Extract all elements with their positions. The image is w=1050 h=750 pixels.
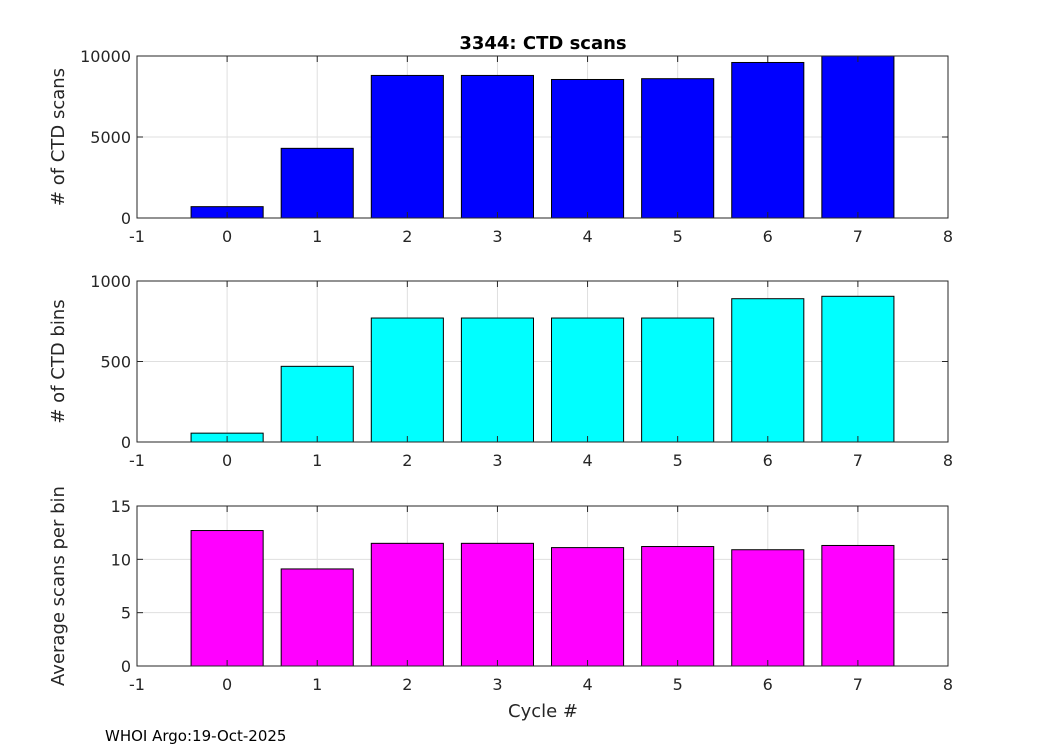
- x-tick-label: 1: [312, 227, 322, 246]
- x-axis-label: Cycle #: [508, 701, 578, 722]
- bar-cycle-5: [641, 78, 715, 219]
- bar-cycle-1: [280, 568, 354, 667]
- x-tick-label: 2: [402, 227, 412, 246]
- y-tick-label: 15: [111, 497, 131, 516]
- bar-cycle-5: [641, 546, 715, 667]
- y-axis-label: # of CTD scans: [48, 68, 69, 206]
- x-tick-label: 7: [853, 675, 863, 694]
- x-tick-label: 6: [763, 675, 773, 694]
- x-tick-label: 6: [763, 451, 773, 470]
- y-tick-label: 5000: [90, 128, 131, 147]
- x-tick-label: 8: [943, 675, 953, 694]
- bar-cycle-2: [370, 74, 444, 219]
- x-tick-label: 0: [222, 451, 232, 470]
- x-tick-label: 7: [853, 227, 863, 246]
- x-tick-label: 2: [402, 451, 412, 470]
- y-axis-label: # of CTD bins: [48, 299, 69, 423]
- bar-cycle-4: [551, 78, 625, 219]
- x-tick-label: 0: [222, 675, 232, 694]
- y-tick-label: 10000: [80, 47, 131, 66]
- footer-note: WHOI Argo:19-Oct-2025: [105, 727, 286, 745]
- y-tick-label: 10: [111, 550, 131, 569]
- x-tick-label: 3: [492, 451, 502, 470]
- x-tick-label: 4: [582, 675, 592, 694]
- x-tick-label: 5: [673, 227, 683, 246]
- bar-cycle-1: [280, 147, 354, 219]
- x-tick-label: 3: [492, 675, 502, 694]
- y-tick-label: 1000: [90, 272, 131, 291]
- bar-cycle-5: [641, 317, 715, 443]
- bar-cycle-7: [821, 55, 895, 219]
- x-tick-label: 5: [673, 451, 683, 470]
- y-tick-label: 0: [121, 657, 131, 676]
- x-tick-label: -1: [129, 451, 145, 470]
- bar-cycle-3: [460, 74, 534, 219]
- axes-box: [136, 505, 949, 667]
- y-tick-label: 0: [121, 209, 131, 228]
- y-tick-label: 0: [121, 433, 131, 452]
- y-tick-label: 500: [100, 353, 131, 372]
- x-tick-label: 8: [943, 451, 953, 470]
- bar-cycle-2: [370, 542, 444, 667]
- x-tick-label: 3: [492, 227, 502, 246]
- bar-cycle-0: [190, 530, 264, 667]
- x-tick-label: 4: [582, 227, 592, 246]
- x-tick-label: 2: [402, 675, 412, 694]
- x-tick-label: 8: [943, 227, 953, 246]
- x-tick-label: 1: [312, 675, 322, 694]
- bar-cycle-4: [551, 547, 625, 667]
- bar-cycle-7: [821, 295, 895, 443]
- plot-area: [137, 506, 948, 666]
- bar-cycle-6: [731, 298, 805, 443]
- figure-title: 3344: CTD scans: [459, 33, 626, 54]
- bar-cycle-3: [460, 317, 534, 443]
- x-tick-label: 1: [312, 451, 322, 470]
- bar-cycle-3: [460, 542, 534, 667]
- bar-cycle-4: [551, 317, 625, 443]
- x-tick-label: 5: [673, 675, 683, 694]
- bar-cycle-1: [280, 365, 354, 443]
- bar-cycle-6: [731, 61, 805, 219]
- x-tick-label: -1: [129, 227, 145, 246]
- bar-cycle-6: [731, 549, 805, 667]
- y-axis-label: Average scans per bin: [48, 486, 69, 686]
- y-tick-label: 5: [121, 604, 131, 623]
- bar-cycle-7: [821, 544, 895, 667]
- x-tick-label: -1: [129, 675, 145, 694]
- bar-cycle-2: [370, 317, 444, 443]
- x-tick-label: 0: [222, 227, 232, 246]
- x-tick-label: 6: [763, 227, 773, 246]
- x-tick-label: 4: [582, 451, 592, 470]
- x-tick-label: 7: [853, 451, 863, 470]
